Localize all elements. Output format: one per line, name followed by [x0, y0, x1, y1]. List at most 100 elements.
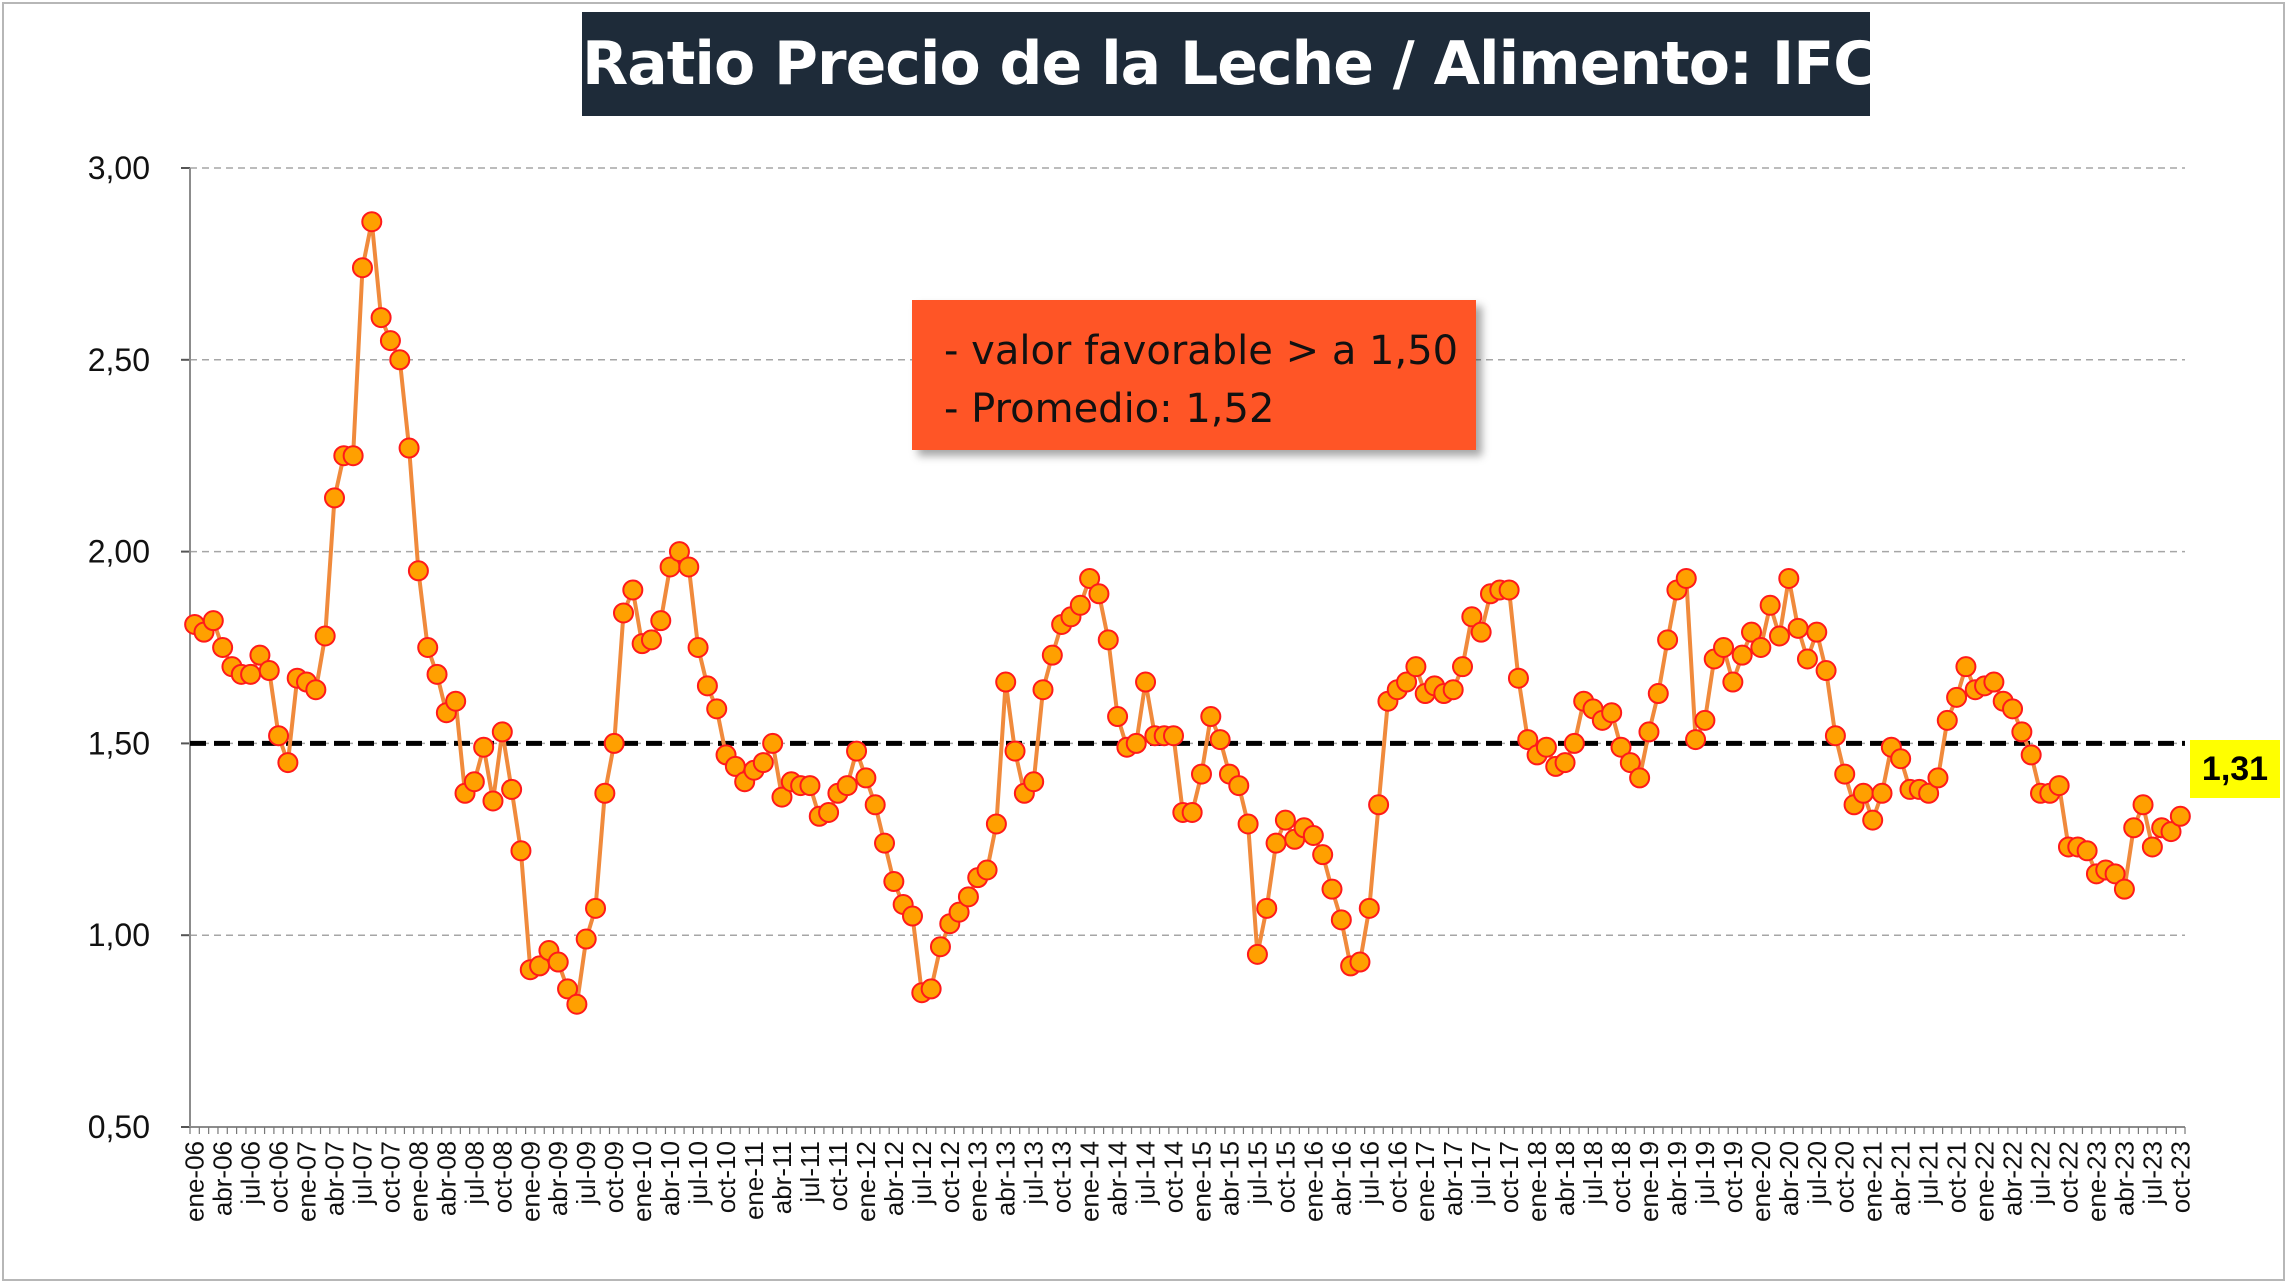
data-point — [1358, 897, 1380, 919]
last-value-badge: 1,31 — [2190, 740, 2280, 798]
x-tick-label: jul-22 — [2026, 1141, 2056, 1206]
data-point — [1135, 671, 1157, 693]
data-point — [864, 794, 886, 816]
x-tick-label: ene-17 — [1410, 1141, 1440, 1222]
data-point — [1004, 740, 1026, 762]
data-point — [836, 775, 858, 797]
x-tick-label: abr-07 — [319, 1141, 349, 1216]
data-point — [1554, 752, 1576, 774]
data-point — [389, 349, 411, 371]
data-point — [1936, 709, 1958, 731]
data-point — [622, 579, 644, 601]
data-point — [445, 690, 467, 712]
data-point — [1470, 621, 1492, 643]
data-point — [1871, 782, 1893, 804]
data-point — [1983, 671, 2005, 693]
data-point — [1023, 771, 1045, 793]
x-tick-label: oct-20 — [1830, 1141, 1860, 1213]
data-point — [1834, 763, 1856, 785]
data-point — [1461, 606, 1483, 628]
data-point — [2048, 775, 2070, 797]
data-point — [874, 832, 896, 854]
data-point — [268, 725, 290, 747]
x-tick-label: oct-06 — [264, 1141, 294, 1213]
data-point — [2076, 840, 2098, 862]
x-tick-label: ene-09 — [515, 1141, 545, 1222]
data-point — [1246, 943, 1268, 965]
x-tick-label: oct-09 — [599, 1141, 629, 1213]
data-point — [2113, 878, 2135, 900]
x-tick-label: ene-21 — [1858, 1141, 1888, 1222]
x-tick-label: jul-17 — [1466, 1141, 1496, 1206]
data-point — [342, 445, 364, 467]
x-tick-label: abr-22 — [1998, 1141, 2028, 1216]
data-point — [1507, 667, 1529, 689]
data-point — [668, 541, 690, 563]
data-point — [985, 813, 1007, 835]
data-point — [1041, 644, 1063, 666]
data-point — [361, 211, 383, 233]
data-point — [1396, 671, 1418, 693]
x-tick-label: oct-12 — [935, 1141, 965, 1213]
data-point — [1181, 801, 1203, 823]
data-point — [640, 629, 662, 651]
data-point — [855, 767, 877, 789]
data-point — [417, 637, 439, 658]
data-point — [1237, 813, 1259, 835]
data-point — [1088, 583, 1110, 605]
data-point — [1768, 625, 1790, 647]
x-tick-label: ene-10 — [627, 1141, 657, 1222]
x-tick-label: ene-22 — [1970, 1141, 2000, 1222]
data-point — [473, 736, 495, 758]
data-point — [351, 257, 373, 279]
data-point — [1890, 748, 1912, 770]
data-point — [1535, 736, 1557, 758]
data-point — [1694, 709, 1716, 731]
data-point — [2169, 805, 2191, 827]
data-point — [1405, 656, 1427, 678]
x-tick-label: jul-23 — [2137, 1141, 2167, 1206]
data-point — [407, 560, 429, 582]
x-tick-label: abr-08 — [431, 1141, 461, 1216]
data-point — [1349, 951, 1371, 973]
data-point — [2104, 863, 2126, 885]
data-point — [1927, 767, 1949, 789]
data-point — [1918, 782, 1940, 804]
data-point — [920, 978, 942, 1000]
data-point — [1125, 732, 1147, 754]
data-point — [1256, 897, 1278, 919]
y-tick-label: 1,00 — [88, 917, 150, 953]
x-tick-label: oct-08 — [487, 1141, 517, 1213]
y-axis-tick-labels: 0,50 1,00 1,50 2,00 2,50 3,00 — [88, 150, 150, 1145]
data-point — [1796, 648, 1818, 670]
x-tick-label: abr-15 — [1214, 1141, 1244, 1216]
data-point — [883, 870, 905, 892]
x-tick-label: oct-07 — [375, 1141, 405, 1213]
data-point — [612, 602, 634, 624]
data-point — [799, 775, 821, 797]
data-point — [1330, 909, 1352, 931]
data-point — [1713, 637, 1735, 658]
data-point — [901, 905, 923, 927]
data-point — [2132, 794, 2154, 816]
x-tick-label: ene-14 — [1075, 1141, 1105, 1222]
data-point — [1685, 729, 1707, 751]
x-tick-label: jul-20 — [1802, 1141, 1832, 1206]
x-tick-label: abr-11 — [767, 1141, 797, 1214]
data-point — [752, 752, 774, 774]
data-point — [557, 978, 579, 1000]
data-point — [1498, 579, 1520, 601]
x-tick-label: jul-15 — [1242, 1141, 1272, 1206]
data-point — [1610, 736, 1632, 758]
x-tick-label: jul-13 — [1019, 1141, 1049, 1206]
x-tick-label: jul-14 — [1131, 1141, 1161, 1206]
data-point — [1955, 656, 1977, 678]
data-point — [547, 951, 569, 973]
x-tick-label: oct-22 — [2053, 1141, 2083, 1213]
data-point — [1852, 782, 1874, 804]
data-point — [1638, 721, 1660, 743]
data-point — [678, 556, 700, 578]
x-tick-label: jul-08 — [459, 1141, 489, 1206]
data-point — [1452, 656, 1474, 678]
data-point — [1200, 706, 1222, 728]
